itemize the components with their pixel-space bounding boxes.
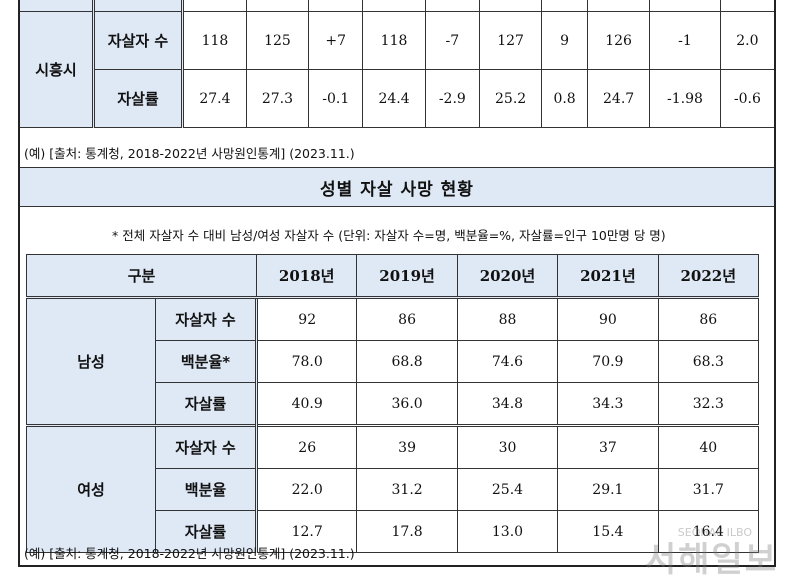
row-label: 백분율* bbox=[155, 340, 258, 383]
row-label: 자살률 bbox=[155, 510, 258, 553]
cell: 40 bbox=[657, 424, 760, 469]
cell: 26 bbox=[255, 424, 358, 469]
cell: 16.4 bbox=[657, 510, 760, 553]
cell: 37 bbox=[557, 424, 659, 469]
cell: +7 bbox=[307, 11, 363, 70]
watermark-logo: 서해일보 bbox=[644, 540, 778, 580]
cell: 25.2 bbox=[479, 69, 542, 128]
cell: 92 bbox=[255, 297, 358, 341]
cell: 13.0 bbox=[456, 510, 559, 553]
year-header: 2021년 bbox=[557, 254, 659, 299]
cell: 32.3 bbox=[657, 382, 760, 426]
cell: 2.0 bbox=[719, 11, 774, 70]
cell: 34.8 bbox=[456, 382, 559, 426]
unit-note: * 전체 자살자 수 대비 남성/여성 자살자 수 (단위: 자살자 수=명, … bbox=[112, 228, 666, 243]
cell: 15.4 bbox=[557, 510, 659, 553]
cell: -2.9 bbox=[424, 69, 480, 128]
year-header: 2018년 bbox=[255, 254, 358, 299]
table-row: 여성 자살자 수 26 39 30 37 40 bbox=[26, 424, 760, 553]
year-header: 2022년 bbox=[657, 254, 760, 299]
row-label: 자살자 수 bbox=[155, 424, 258, 469]
year-header: 2019년 bbox=[356, 254, 458, 299]
cell: 86 bbox=[657, 297, 760, 341]
cell: 12.7 bbox=[255, 510, 358, 553]
cell: 24.4 bbox=[362, 69, 426, 128]
table-row: 시흥시 자살자 수 118 125 +7 118 -7 127 9 126 -1… bbox=[20, 11, 774, 128]
cell: 24.7 bbox=[587, 69, 650, 128]
cell: 30 bbox=[456, 424, 559, 469]
table-row: 자살률 12.7 17.8 13.0 15.4 16.4 bbox=[27, 510, 760, 553]
row-label: 자살자 수 bbox=[155, 297, 258, 341]
row-label: 자살률 bbox=[93, 69, 184, 128]
row-label: 자살률 bbox=[155, 382, 258, 426]
cell: -0.1 bbox=[307, 69, 363, 128]
cell: 70.9 bbox=[557, 340, 659, 383]
cell: 125 bbox=[245, 11, 309, 70]
cell: 74.6 bbox=[456, 340, 559, 383]
cell: 68.3 bbox=[657, 340, 760, 383]
row-label: 백분율 bbox=[155, 468, 258, 511]
document-frame bbox=[18, 0, 776, 567]
group-label-male: 남성 bbox=[26, 297, 156, 426]
source-note-bottom: (예) [출처: 통계청, 2018-2022년 사망원인통계] (2023.1… bbox=[24, 546, 355, 561]
cell: 40.9 bbox=[255, 382, 358, 426]
cell: 39 bbox=[356, 424, 458, 469]
cell: 27.3 bbox=[245, 69, 309, 128]
row-label: 자살자 수 bbox=[93, 11, 184, 70]
table-row: 남성 자살자 수 92 86 88 90 86 bbox=[26, 297, 760, 426]
group-label-female: 여성 bbox=[26, 424, 156, 553]
cell: 36.0 bbox=[356, 382, 458, 426]
cell: 68.8 bbox=[356, 340, 458, 383]
cell: -1.98 bbox=[649, 69, 721, 128]
cell: 0.8 bbox=[541, 69, 588, 128]
cell: 29.1 bbox=[557, 468, 659, 511]
cell: -0.6 bbox=[719, 69, 774, 128]
cell: 86 bbox=[356, 297, 458, 341]
section-title: 성별 자살 사망 현황 bbox=[20, 167, 774, 207]
cell: -1 bbox=[649, 11, 721, 70]
cell: 25.4 bbox=[456, 468, 559, 511]
region-label: 시흥시 bbox=[20, 11, 95, 128]
header-row: 구분 2018년 2019년 2020년 2021년 2022년 bbox=[26, 254, 760, 299]
cell: 118 bbox=[182, 11, 247, 70]
cell: 9 bbox=[541, 11, 588, 70]
cell: 27.4 bbox=[182, 69, 247, 128]
gender-table: 구분 2018년 2019년 2020년 2021년 2022년 남성 자살자 … bbox=[26, 254, 760, 553]
cell: 34.3 bbox=[557, 382, 659, 426]
sihung-table: 시흥시 자살자 수 118 125 +7 118 -7 127 9 126 -1… bbox=[20, 0, 774, 128]
cell: 88 bbox=[456, 297, 559, 341]
cell: 31.7 bbox=[657, 468, 760, 511]
source-note-top: (예) [출처: 통계청, 2018-2022년 사망원인통계] (2023.1… bbox=[24, 146, 355, 161]
cell: 17.8 bbox=[356, 510, 458, 553]
cell: 22.0 bbox=[255, 468, 358, 511]
cell: 126 bbox=[587, 11, 650, 70]
category-header: 구분 bbox=[26, 254, 257, 299]
cell: 118 bbox=[362, 11, 426, 70]
table-row: 자살률 27.4 27.3 -0.1 24.4 -2.9 25.2 0.8 24… bbox=[20, 69, 774, 128]
cell: 31.2 bbox=[356, 468, 458, 511]
year-header: 2020년 bbox=[456, 254, 559, 299]
cell: 90 bbox=[557, 297, 659, 341]
watermark-subtitle: SEOHAE ILBO bbox=[677, 526, 752, 539]
cell: 78.0 bbox=[255, 340, 358, 383]
cell: -7 bbox=[424, 11, 480, 70]
cell: 127 bbox=[479, 11, 542, 70]
table-row: 자살률 40.9 36.0 34.8 34.3 32.3 bbox=[27, 382, 760, 426]
